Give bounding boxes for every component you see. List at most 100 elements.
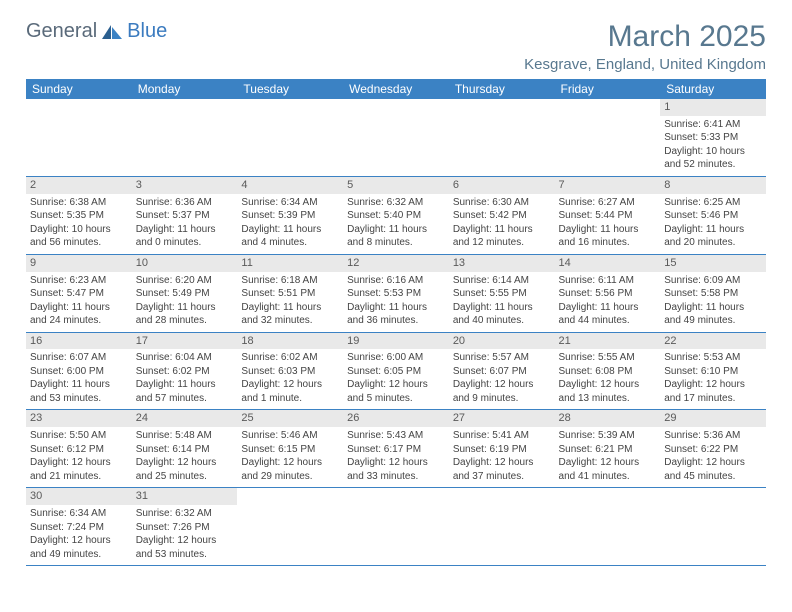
day-cell: 16Sunrise: 6:07 AMSunset: 6:00 PMDayligh… <box>26 332 132 410</box>
daylight2-text: and 44 minutes. <box>559 314 657 328</box>
day-cell: 29Sunrise: 5:36 AMSunset: 6:22 PMDayligh… <box>660 410 766 488</box>
day-cell: 26Sunrise: 5:43 AMSunset: 6:17 PMDayligh… <box>343 410 449 488</box>
sunrise-text: Sunrise: 6:02 AM <box>241 351 339 365</box>
daylight2-text: and 29 minutes. <box>241 470 339 484</box>
sunrise-text: Sunrise: 5:36 AM <box>664 429 762 443</box>
sunrise-text: Sunrise: 6:14 AM <box>453 274 551 288</box>
daylight1-text: Daylight: 11 hours <box>136 378 234 392</box>
location: Kesgrave, England, United Kingdom <box>524 56 766 73</box>
day-number: 25 <box>237 410 343 427</box>
daylight2-text: and 56 minutes. <box>30 236 128 250</box>
daylight1-text: Daylight: 11 hours <box>241 223 339 237</box>
day-cell: 15Sunrise: 6:09 AMSunset: 5:58 PMDayligh… <box>660 254 766 332</box>
daylight2-text: and 32 minutes. <box>241 314 339 328</box>
daylight2-text: and 25 minutes. <box>136 470 234 484</box>
day-number: 26 <box>343 410 449 427</box>
sunset-text: Sunset: 5:49 PM <box>136 287 234 301</box>
daylight1-text: Daylight: 12 hours <box>136 534 234 548</box>
day-number: 15 <box>660 255 766 272</box>
sunrise-text: Sunrise: 6:25 AM <box>664 196 762 210</box>
day-cell: 7Sunrise: 6:27 AMSunset: 5:44 PMDaylight… <box>555 176 661 254</box>
sunset-text: Sunset: 6:12 PM <box>30 443 128 457</box>
day-cell: 4Sunrise: 6:34 AMSunset: 5:39 PMDaylight… <box>237 176 343 254</box>
daylight2-text: and 49 minutes. <box>30 548 128 562</box>
daylight2-text: and 40 minutes. <box>453 314 551 328</box>
sunset-text: Sunset: 6:08 PM <box>559 365 657 379</box>
day-cell: 30Sunrise: 6:34 AMSunset: 7:24 PMDayligh… <box>26 488 132 566</box>
daylight1-text: Daylight: 12 hours <box>241 378 339 392</box>
sunset-text: Sunset: 6:21 PM <box>559 443 657 457</box>
day-number: 3 <box>132 177 238 194</box>
sunset-text: Sunset: 5:56 PM <box>559 287 657 301</box>
sunset-text: Sunset: 6:07 PM <box>453 365 551 379</box>
daylight2-text: and 24 minutes. <box>30 314 128 328</box>
day-cell: 1 Sunrise: 6:41 AMSunset: 5:33 PMDaylight… <box>660 99 766 176</box>
daylight1-text: Daylight: 11 hours <box>241 301 339 315</box>
day-cell: 20Sunrise: 5:57 AMSunset: 6:07 PMDayligh… <box>449 332 555 410</box>
day-cell: 11Sunrise: 6:18 AMSunset: 5:51 PMDayligh… <box>237 254 343 332</box>
sunset-text: Sunset: 5:37 PM <box>136 209 234 223</box>
day-number: 20 <box>449 333 555 350</box>
day-number: 1 <box>660 99 766 116</box>
day-number: 29 <box>660 410 766 427</box>
day-cell <box>26 99 132 176</box>
weekday-header: Monday <box>132 79 238 99</box>
day-cell <box>237 488 343 566</box>
day-number: 22 <box>660 333 766 350</box>
sunrise-text: Sunrise: 5:39 AM <box>559 429 657 443</box>
day-number: 28 <box>555 410 661 427</box>
daylight1-text: Daylight: 12 hours <box>664 378 762 392</box>
daylight1-text: Daylight: 10 hours <box>30 223 128 237</box>
daylight1-text: Daylight: 11 hours <box>136 301 234 315</box>
day-cell <box>132 99 238 176</box>
day-cell: 24Sunrise: 5:48 AMSunset: 6:14 PMDayligh… <box>132 410 238 488</box>
day-cell <box>555 488 661 566</box>
daylight1-text: Daylight: 11 hours <box>30 301 128 315</box>
day-cell: 21Sunrise: 5:55 AMSunset: 6:08 PMDayligh… <box>555 332 661 410</box>
sunrise-text: Sunrise: 6:41 AM <box>664 118 762 132</box>
day-cell: 17Sunrise: 6:04 AMSunset: 6:02 PMDayligh… <box>132 332 238 410</box>
sunset-text: Sunset: 7:24 PM <box>30 521 128 535</box>
daylight2-text: and 53 minutes. <box>136 548 234 562</box>
sunrise-text: Sunrise: 6:34 AM <box>30 507 128 521</box>
sunrise-text: Sunrise: 6:36 AM <box>136 196 234 210</box>
day-number: 8 <box>660 177 766 194</box>
sunset-text: Sunset: 6:19 PM <box>453 443 551 457</box>
week-row: 23Sunrise: 5:50 AMSunset: 6:12 PMDayligh… <box>26 410 766 488</box>
weekday-header-row: SundayMondayTuesdayWednesdayThursdayFrid… <box>26 79 766 99</box>
sunrise-text: Sunrise: 6:23 AM <box>30 274 128 288</box>
daylight1-text: Daylight: 11 hours <box>664 301 762 315</box>
sunset-text: Sunset: 6:17 PM <box>347 443 445 457</box>
sunset-text: Sunset: 6:02 PM <box>136 365 234 379</box>
day-cell <box>660 488 766 566</box>
sunset-text: Sunset: 5:51 PM <box>241 287 339 301</box>
daylight1-text: Daylight: 11 hours <box>453 223 551 237</box>
daylight2-text: and 37 minutes. <box>453 470 551 484</box>
day-cell: 14Sunrise: 6:11 AMSunset: 5:56 PMDayligh… <box>555 254 661 332</box>
daylight1-text: Daylight: 12 hours <box>453 456 551 470</box>
day-number: 9 <box>26 255 132 272</box>
weekday-header: Wednesday <box>343 79 449 99</box>
sunset-text: Sunset: 5:35 PM <box>30 209 128 223</box>
sunset-text: Sunset: 6:00 PM <box>30 365 128 379</box>
day-cell: 3Sunrise: 6:36 AMSunset: 5:37 PMDaylight… <box>132 176 238 254</box>
day-number: 11 <box>237 255 343 272</box>
sunrise-text: Sunrise: 5:53 AM <box>664 351 762 365</box>
daylight1-text: Daylight: 10 hours <box>664 145 762 159</box>
sunrise-text: Sunrise: 6:34 AM <box>241 196 339 210</box>
day-number: 31 <box>132 488 238 505</box>
weekday-header: Thursday <box>449 79 555 99</box>
day-cell: 6Sunrise: 6:30 AMSunset: 5:42 PMDaylight… <box>449 176 555 254</box>
week-row: 1 Sunrise: 6:41 AMSunset: 5:33 PMDaylight… <box>26 99 766 176</box>
sunset-text: Sunset: 5:33 PM <box>664 131 762 145</box>
day-cell: 2Sunrise: 6:38 AMSunset: 5:35 PMDaylight… <box>26 176 132 254</box>
daylight2-text: and 36 minutes. <box>347 314 445 328</box>
week-row: 30Sunrise: 6:34 AMSunset: 7:24 PMDayligh… <box>26 488 766 566</box>
day-cell: 9Sunrise: 6:23 AMSunset: 5:47 PMDaylight… <box>26 254 132 332</box>
day-cell: 31Sunrise: 6:32 AMSunset: 7:26 PMDayligh… <box>132 488 238 566</box>
sunrise-text: Sunrise: 6:16 AM <box>347 274 445 288</box>
sunrise-text: Sunrise: 6:11 AM <box>559 274 657 288</box>
sunrise-text: Sunrise: 6:30 AM <box>453 196 551 210</box>
daylight1-text: Daylight: 12 hours <box>30 456 128 470</box>
sunset-text: Sunset: 6:22 PM <box>664 443 762 457</box>
